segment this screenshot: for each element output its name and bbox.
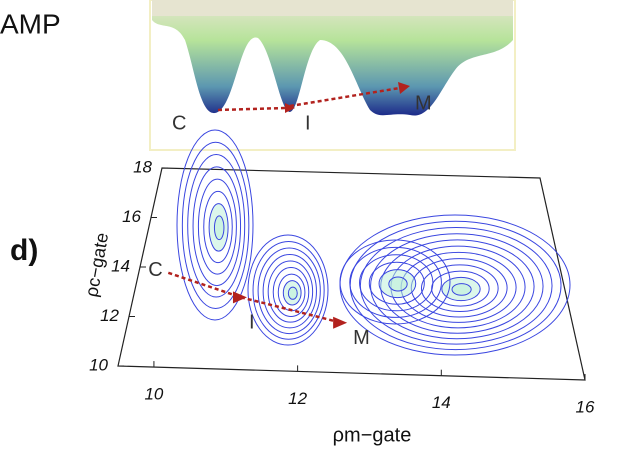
y-tick-label: 12 — [100, 306, 119, 325]
transition-arrow — [167, 271, 242, 299]
x-axis-label: ρm−gate — [333, 424, 412, 446]
x-tick-label: 16 — [576, 397, 595, 416]
landscape-arrow — [217, 86, 401, 112]
y-tick-label: 16 — [122, 207, 141, 226]
contour-line — [197, 178, 237, 275]
contour-line — [349, 246, 442, 318]
header-text: AMP — [0, 8, 61, 39]
plot-frame — [117, 167, 586, 381]
contour-line — [203, 190, 233, 264]
landscape-label: M — [415, 92, 432, 114]
y-axis-label: ρc−gate — [81, 231, 112, 298]
y-tick-label: 10 — [89, 355, 108, 374]
contour-line — [272, 267, 310, 317]
contour-line — [213, 215, 225, 241]
contour-line — [181, 141, 250, 310]
basin-marker — [333, 316, 348, 329]
contour-line — [420, 264, 499, 313]
arrow-head — [398, 82, 410, 94]
contour-line — [359, 254, 434, 312]
contour-line — [370, 233, 544, 340]
contour-line — [176, 129, 254, 321]
transition-arrow — [240, 296, 342, 324]
arrow-head — [285, 103, 295, 113]
landscape-label: I — [305, 112, 311, 134]
contour-line — [388, 276, 408, 292]
contour-line — [451, 283, 472, 296]
basin-label: C — [148, 259, 162, 281]
contour-line — [339, 239, 451, 325]
contours — [176, 129, 571, 356]
landscape-label: C — [172, 112, 186, 134]
contour-line — [368, 261, 425, 305]
contour-line — [267, 260, 314, 323]
contour-line — [187, 154, 246, 298]
contour-line — [247, 234, 329, 346]
y-tick-label: 14 — [111, 256, 130, 275]
x-tick-label: 10 — [144, 385, 163, 404]
y-tick-label: 18 — [133, 157, 152, 176]
x-tick-label: 14 — [432, 393, 451, 412]
energy-landscape — [152, 0, 513, 116]
contour-line — [262, 254, 317, 329]
landscape-top — [152, 0, 513, 16]
contour-line — [287, 286, 298, 300]
contour-line — [257, 247, 321, 335]
panel-label: d) — [10, 234, 38, 267]
basin-label: M — [353, 327, 370, 349]
basin-marker — [232, 291, 247, 304]
contour-line — [359, 226, 553, 345]
contour-line — [252, 241, 325, 340]
x-tick-label: 12 — [288, 389, 307, 408]
contour-line — [192, 166, 242, 287]
basin-label: I — [249, 312, 255, 334]
